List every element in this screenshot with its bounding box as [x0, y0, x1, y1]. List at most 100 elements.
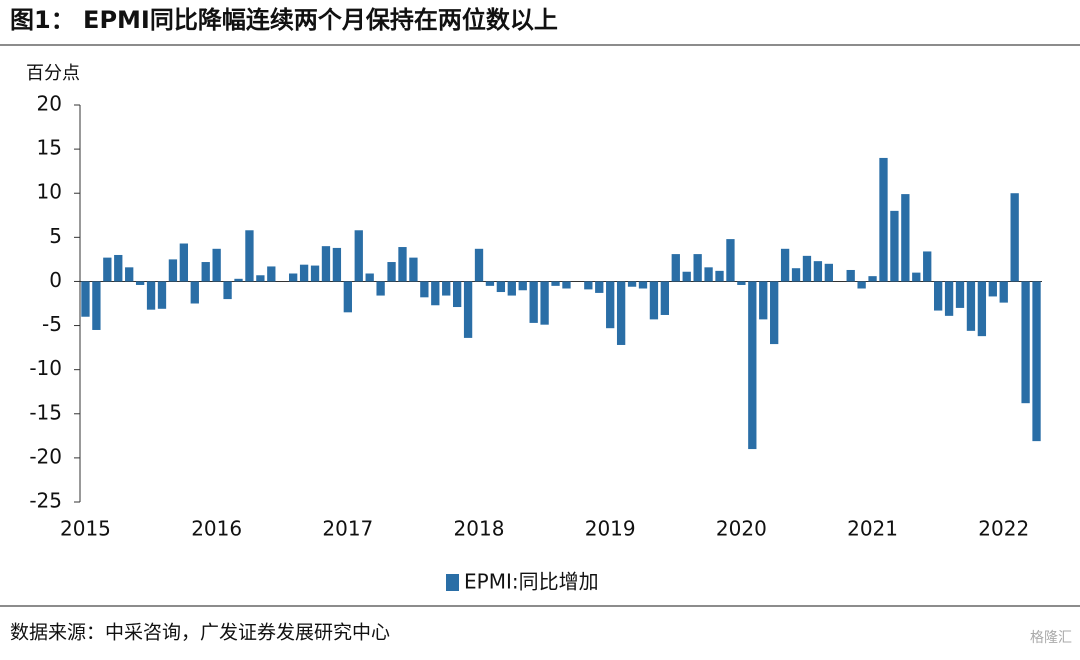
bar [201, 262, 210, 282]
bar [595, 281, 604, 293]
bar [912, 272, 921, 282]
bar [759, 281, 768, 320]
x-tick-label: 2017 [322, 517, 373, 541]
bar [671, 254, 680, 282]
bar [289, 273, 298, 282]
bar [977, 281, 987, 337]
bar [92, 281, 101, 330]
bar [267, 266, 276, 282]
bar [824, 263, 833, 282]
bar [540, 281, 549, 325]
x-tick-label: 2020 [716, 517, 767, 541]
bar [988, 281, 997, 297]
bar [103, 257, 112, 282]
bar [234, 278, 243, 282]
bar [420, 281, 429, 298]
bar [398, 247, 407, 282]
bar [770, 281, 779, 345]
x-tick-label: 2019 [585, 517, 636, 541]
bar [562, 281, 571, 289]
bar [802, 255, 812, 282]
y-tick-label: 20 [37, 92, 62, 116]
bar [933, 281, 943, 311]
bar [857, 281, 866, 289]
bar [737, 281, 746, 285]
y-tick-label: 10 [37, 180, 62, 204]
bar [409, 257, 418, 282]
figure-title: 图1： EPMI同比降幅连续两个月保持在两位数以上 [10, 6, 558, 34]
bar [704, 267, 713, 282]
bar [868, 276, 877, 282]
y-unit-label: 百分点 [26, 63, 80, 84]
x-tick-label: 2022 [978, 517, 1029, 541]
bar [485, 281, 495, 286]
bar [780, 248, 790, 282]
bar [496, 281, 506, 293]
bar [212, 248, 221, 282]
bar [616, 281, 626, 345]
y-tick-label: -25 [29, 489, 62, 513]
bar [638, 281, 648, 289]
bar [813, 261, 823, 282]
bar [879, 157, 888, 282]
bar [606, 281, 615, 329]
bar [376, 281, 385, 296]
bar [157, 281, 167, 309]
bar [726, 239, 735, 282]
x-tick-label: 2015 [60, 517, 111, 541]
x-tick-label: 2016 [191, 517, 242, 541]
bar [715, 270, 724, 282]
y-tick-label: -20 [29, 444, 62, 468]
bar [299, 264, 309, 282]
bar [223, 281, 232, 300]
bar [966, 281, 976, 331]
bar [114, 254, 123, 282]
bar [1032, 281, 1041, 442]
bar [332, 247, 342, 282]
bar [343, 281, 352, 313]
bar [890, 210, 899, 282]
bar [627, 281, 637, 287]
bar [693, 254, 702, 282]
bar [354, 230, 363, 282]
y-tick-label: 15 [37, 136, 62, 160]
bar [551, 281, 560, 286]
bar [518, 281, 527, 291]
bar [901, 194, 910, 282]
bar [146, 281, 156, 310]
bar [748, 281, 757, 450]
legend-swatch [446, 574, 459, 591]
bar [463, 281, 473, 338]
bar [245, 230, 254, 282]
bar [944, 281, 954, 316]
bar [431, 281, 440, 306]
bar [529, 281, 538, 323]
x-tick-label: 2018 [454, 517, 505, 541]
bar [1010, 193, 1019, 282]
bar [125, 267, 134, 282]
y-tick-label: -5 [42, 312, 62, 336]
bar [452, 281, 462, 308]
bar [168, 259, 178, 282]
bar [310, 265, 320, 282]
bar [387, 262, 396, 282]
y-tick-label: 5 [49, 224, 62, 248]
bar [474, 248, 484, 282]
bar [999, 281, 1008, 303]
y-tick-label: -15 [29, 400, 62, 424]
source: 数据来源：中采咨询，广发证券发展研究中心 [10, 622, 390, 644]
bar [584, 281, 593, 290]
y-tick-label: 0 [49, 268, 62, 292]
legend-label: EPMI:同比增加 [464, 570, 599, 594]
bar [955, 281, 965, 308]
bar [256, 275, 265, 282]
watermark: 格隆汇 [1030, 630, 1072, 646]
y-tick-label: -10 [29, 356, 62, 380]
bar [190, 281, 199, 304]
bar [1021, 281, 1030, 404]
bar [135, 281, 145, 285]
bar [442, 281, 451, 296]
bar [846, 269, 855, 282]
bar [507, 281, 516, 296]
